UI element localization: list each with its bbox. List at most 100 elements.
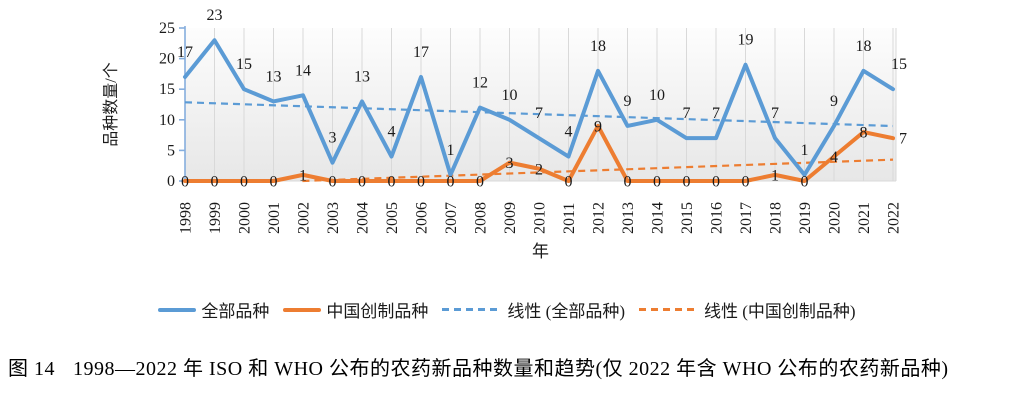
legend-item-china-innovated: 中国创制品种	[283, 297, 428, 322]
svg-text:18: 18	[590, 38, 606, 55]
svg-text:0: 0	[167, 173, 175, 190]
series-line	[183, 38, 895, 177]
svg-text:9: 9	[594, 118, 602, 135]
gridlines	[185, 28, 897, 182]
svg-text:2018: 2018	[768, 202, 785, 234]
svg-text:1: 1	[299, 167, 307, 184]
svg-text:23: 23	[207, 7, 223, 24]
svg-text:2001: 2001	[266, 202, 283, 234]
legend-label-trend-china: 线性 (中国创制品种)	[704, 302, 856, 321]
svg-text:2022: 2022	[886, 202, 903, 234]
svg-text:2014: 2014	[650, 202, 667, 234]
svg-text:17: 17	[413, 44, 429, 61]
svg-text:0: 0	[476, 174, 484, 191]
svg-text:2020: 2020	[827, 202, 844, 234]
svg-text:14: 14	[295, 62, 311, 79]
y-tick-labels: 0 5 10 15 20 25	[159, 20, 175, 190]
svg-text:2010: 2010	[532, 202, 549, 234]
svg-text:7: 7	[899, 131, 907, 148]
svg-text:15: 15	[891, 56, 907, 73]
svg-text:3: 3	[506, 155, 514, 172]
svg-text:19: 19	[738, 32, 754, 49]
svg-text:2002: 2002	[296, 202, 313, 234]
svg-text:0: 0	[329, 174, 337, 191]
legend-label-china-innovated: 中国创制品种	[326, 302, 429, 321]
svg-text:2003: 2003	[325, 202, 342, 234]
legend-swatch-all-varieties	[158, 307, 197, 312]
svg-text:0: 0	[358, 174, 366, 191]
legend-item-all-varieties: 全部品种	[158, 297, 269, 322]
legend-swatch-china-innovated	[283, 307, 322, 312]
svg-text:0: 0	[211, 174, 219, 191]
svg-text:9: 9	[830, 93, 838, 110]
svg-text:8: 8	[860, 125, 868, 142]
svg-text:4: 4	[830, 149, 838, 166]
svg-text:7: 7	[535, 105, 543, 122]
x-axis-labels: 1998 1999 2000 2001 2002 2003 2004 2005 2006 2007…	[178, 202, 903, 234]
svg-text:0: 0	[683, 174, 691, 191]
legend-item-trend-all: 线性 (全部品种)	[442, 297, 625, 322]
svg-text:2017: 2017	[738, 202, 755, 234]
svg-text:7: 7	[683, 105, 691, 122]
svg-text:0: 0	[240, 174, 248, 191]
line-chart: 0 5 10 15 20 25 17 23 15 13 14 3 13 4 17 1 12 10 7 4 18 9 10 7 7…	[102, 7, 907, 261]
svg-text:2013: 2013	[620, 202, 637, 234]
svg-text:2006: 2006	[414, 202, 431, 234]
svg-text:15: 15	[159, 81, 175, 98]
svg-text:18: 18	[856, 38, 872, 55]
svg-text:2008: 2008	[473, 202, 490, 234]
svg-text:7: 7	[771, 105, 779, 122]
svg-text:2011: 2011	[561, 203, 578, 234]
chart-legend: 全部品种 中国创制品种 线性 (全部品种) 线性 (中国创制品种)	[0, 297, 1014, 322]
svg-text:3: 3	[329, 130, 337, 147]
svg-text:0: 0	[270, 174, 278, 191]
y-axis	[179, 26, 186, 182]
svg-text:9: 9	[624, 93, 632, 110]
svg-text:5: 5	[167, 142, 175, 159]
legend-label-trend-all: 线性 (全部品种)	[507, 302, 625, 321]
svg-text:0: 0	[447, 174, 455, 191]
svg-text:10: 10	[502, 87, 518, 104]
svg-text:0: 0	[712, 174, 720, 191]
svg-text:1: 1	[447, 142, 455, 159]
svg-text:10: 10	[649, 87, 665, 104]
legend-item-trend-china: 线性 (中国创制品种)	[639, 297, 856, 322]
svg-text:15: 15	[236, 56, 252, 73]
svg-text:25: 25	[159, 20, 175, 37]
svg-text:13: 13	[354, 68, 370, 85]
figure-caption: 图 14 1998—2022 年 ISO 和 WHO 公布的农药新品种数量和趋势(…	[8, 352, 1008, 381]
svg-text:0: 0	[742, 174, 750, 191]
svg-text:2019: 2019	[797, 202, 814, 234]
svg-text:20: 20	[159, 51, 175, 68]
svg-text:0: 0	[653, 174, 661, 191]
svg-text:12: 12	[472, 75, 488, 92]
svg-text:17: 17	[177, 44, 193, 61]
legend-swatch-trend-all	[442, 308, 499, 311]
svg-text:0: 0	[417, 174, 425, 191]
svg-text:2004: 2004	[355, 202, 372, 234]
legend-label-all-varieties: 全部品种	[201, 302, 270, 321]
x-axis-title: 年	[532, 242, 549, 261]
svg-text:2009: 2009	[502, 202, 519, 234]
y-axis-title: 品种数量/个	[102, 62, 120, 146]
svg-text:4: 4	[388, 124, 396, 141]
svg-text:0: 0	[181, 174, 189, 191]
svg-text:10: 10	[159, 112, 175, 129]
legend-swatch-trend-china	[639, 308, 695, 311]
figure-caption-text: 1998—2022 年 ISO 和 WHO 公布的农药新品种数量和趋势(仅 20…	[73, 358, 949, 380]
svg-text:2000: 2000	[237, 202, 254, 234]
svg-text:0: 0	[801, 174, 809, 191]
svg-text:1998: 1998	[178, 202, 195, 234]
svg-text:1: 1	[801, 142, 809, 159]
data-labels: 0 0 0 0 1 0 0 0 0 0 0 3 2 0 9 0 0 0 0 0 1 0 4 8 7	[181, 118, 907, 190]
svg-text:2015: 2015	[679, 202, 696, 234]
svg-text:0: 0	[624, 174, 632, 191]
svg-text:2: 2	[535, 161, 543, 178]
svg-text:4: 4	[565, 124, 573, 141]
svg-text:2012: 2012	[591, 202, 608, 234]
figure-number: 图 14	[8, 358, 55, 380]
trendline	[184, 101, 894, 128]
svg-text:2005: 2005	[384, 202, 401, 234]
